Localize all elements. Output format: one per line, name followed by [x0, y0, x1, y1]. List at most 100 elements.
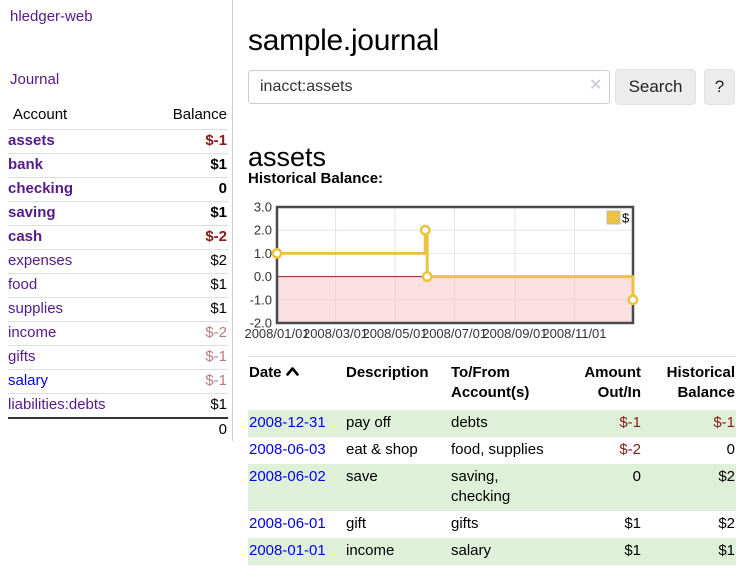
account-link-expenses[interactable]: expenses: [8, 252, 73, 269]
account-row: bank $1: [8, 153, 228, 178]
transaction-row: 2008-06-01 gift gifts $1 $2: [248, 511, 736, 538]
svg-text:2008/11/01: 2008/11/01: [542, 326, 606, 341]
transaction-description: gift: [346, 515, 367, 532]
account-row: gifts $-1: [8, 345, 228, 370]
help-button[interactable]: ?: [704, 69, 735, 105]
transaction-row: 2008-01-01 income salary $1 $1: [248, 538, 736, 565]
transaction-row: 2008-12-31 pay off debts $-1 $-1: [248, 410, 736, 437]
transaction-date-link[interactable]: 2008-12-31: [249, 414, 326, 431]
search-input[interactable]: [248, 70, 610, 104]
sidebar-item-journal[interactable]: Journal: [10, 71, 60, 88]
sidebar: hledger-web Journal Account Balance asse…: [0, 0, 233, 442]
account-row: saving $1: [8, 201, 228, 226]
account-balance: $-2: [118, 321, 228, 346]
account-link-assets[interactable]: assets: [8, 132, 55, 149]
account-balance: $1: [118, 297, 228, 322]
account-link-cash[interactable]: cash: [8, 228, 43, 245]
page-title: sample.journal: [248, 24, 439, 58]
account-row: checking 0: [8, 177, 228, 202]
svg-text:2008/05/01: 2008/05/01: [362, 326, 427, 341]
svg-text:-1.0: -1.0: [250, 292, 272, 307]
search-button[interactable]: Search: [615, 69, 696, 105]
accounts-table: Account Balance assets $-1 bank $1 check…: [8, 102, 228, 442]
balance-column-header: Balance: [172, 106, 227, 123]
account-balance: 0: [118, 177, 228, 202]
transaction-description: income: [345, 538, 450, 565]
accounts-header-row: Account Balance: [8, 102, 228, 130]
account-link-supplies[interactable]: supplies: [8, 300, 64, 317]
account-balance: $1: [118, 393, 228, 418]
svg-text:2.0: 2.0: [254, 223, 272, 238]
transaction-description: eat & shop: [346, 441, 418, 458]
historical-balance-chart: 3.0 2.0 1.0 0.0 -1.0 -2.0 2008/01/01 2008/03/01…: [244, 200, 742, 346]
account-row: expenses $2: [8, 249, 228, 274]
account-link-saving[interactable]: saving: [8, 204, 56, 221]
account-column-header: Account: [13, 106, 68, 123]
accounts-header: To/From Account(s): [451, 364, 530, 401]
account-link-liabilities-debts[interactable]: liabilities:debts: [8, 396, 106, 413]
svg-text:0.0: 0.0: [254, 269, 272, 284]
transaction-amount: $1: [624, 515, 641, 532]
transaction-row: 2008-06-02 save saving, checking 0 $2: [248, 464, 736, 511]
transaction-balance: $2: [718, 515, 735, 532]
transaction-balance: $-1: [642, 410, 736, 437]
svg-text:2008/09/01: 2008/09/01: [482, 326, 547, 341]
account-row: assets $-1: [8, 129, 228, 154]
historical-balance-header: Historical Balance: [666, 364, 735, 401]
account-balance: $-2: [118, 225, 228, 250]
account-page-title: assets: [248, 142, 327, 173]
description-header: Description: [346, 364, 429, 381]
amount-header: Amount Out/In: [584, 364, 641, 401]
transaction-description: pay off: [345, 410, 450, 437]
svg-text:1.0: 1.0: [254, 246, 272, 261]
transaction-amount: $1: [562, 538, 642, 565]
transaction-date-link[interactable]: 2008-06-03: [249, 441, 326, 458]
transaction-date-link[interactable]: 2008-06-02: [249, 468, 326, 485]
accounts-total-value: 0: [118, 417, 228, 442]
transaction-balance: $2: [642, 464, 736, 511]
account-row: cash $-2: [8, 225, 228, 250]
account-row: liabilities:debts $1: [8, 393, 228, 418]
account-row: supplies $1: [8, 297, 228, 322]
svg-text:2008/01/01: 2008/01/01: [244, 326, 309, 341]
transaction-description: save: [345, 464, 450, 511]
svg-text:2008/07/01: 2008/07/01: [422, 326, 487, 341]
account-balance: $1: [118, 153, 228, 178]
account-balance: $1: [118, 273, 228, 298]
account-link-food[interactable]: food: [8, 276, 38, 293]
svg-text:3.0: 3.0: [254, 200, 272, 215]
account-balance: $-1: [118, 129, 228, 154]
transaction-date-link[interactable]: 2008-06-01: [249, 515, 326, 532]
clear-search-icon[interactable]: ✕: [589, 77, 603, 94]
app-brand-link[interactable]: hledger-web: [10, 8, 93, 25]
balance-chart-svg: 3.0 2.0 1.0 0.0 -1.0 -2.02008/01/012008/03/01…: [244, 200, 639, 341]
account-link-gifts[interactable]: gifts: [8, 348, 36, 365]
account-link-checking[interactable]: checking: [8, 180, 74, 197]
transaction-amount: 0: [562, 464, 642, 511]
date-sort-header[interactable]: Date: [248, 357, 345, 411]
transaction-balance: $1: [642, 538, 736, 565]
transaction-accounts: debts: [450, 410, 562, 437]
account-link-bank[interactable]: bank: [8, 156, 44, 173]
transaction-date-link[interactable]: 2008-01-01: [249, 542, 326, 559]
account-row: salary $-1: [8, 369, 228, 394]
transaction-accounts: saving, checking: [450, 464, 562, 511]
transaction-balance: 0: [726, 441, 735, 458]
transaction-accounts: gifts: [451, 515, 479, 532]
transaction-accounts: salary: [450, 538, 562, 565]
transaction-accounts: food, supplies: [451, 441, 544, 458]
account-balance: $1: [118, 201, 228, 226]
transaction-amount: $-2: [619, 441, 641, 458]
svg-text:2008/03/01: 2008/03/01: [303, 326, 368, 341]
chart-label: Historical Balance:: [248, 170, 384, 187]
account-balance: $-1: [118, 369, 228, 394]
accounts-total-row: 0: [8, 417, 228, 442]
transaction-amount: $-1: [562, 410, 642, 437]
register-table: Date Description To/From Account(s) Amou…: [248, 356, 736, 565]
account-row: food $1: [8, 273, 228, 298]
account-row: income $-2: [8, 321, 228, 346]
account-link-income[interactable]: income: [8, 324, 57, 341]
account-balance: $-1: [118, 345, 228, 370]
svg-text:$: $: [622, 211, 630, 226]
account-link-salary[interactable]: salary: [8, 372, 49, 389]
